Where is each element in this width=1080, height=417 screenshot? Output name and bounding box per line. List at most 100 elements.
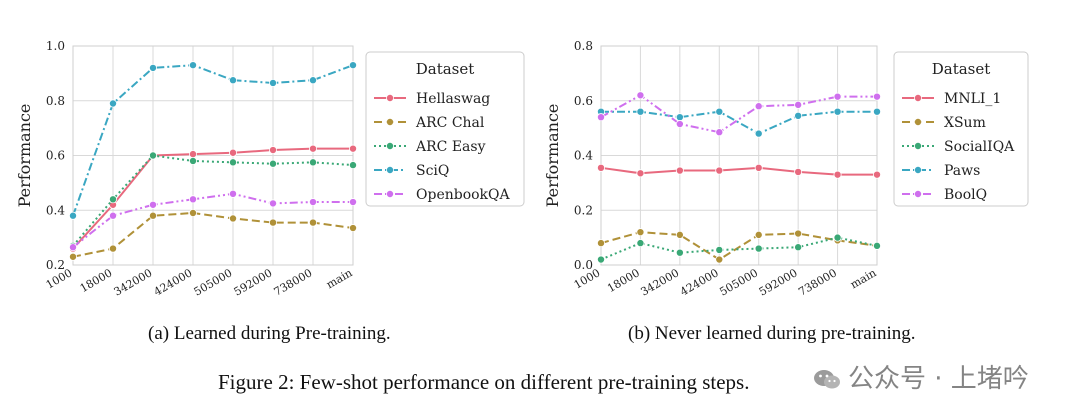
legend-marker: [385, 189, 394, 198]
legend-label: ARC Chal: [415, 115, 485, 131]
y-tick-label: 0.8: [574, 39, 593, 53]
data-point: [833, 107, 842, 116]
x-tick-label: 738000: [796, 266, 839, 298]
x-tick-label: 342000: [112, 266, 155, 298]
data-point: [348, 61, 357, 70]
data-point: [754, 244, 763, 253]
plot-frame: [600, 45, 878, 266]
data-point: [754, 163, 763, 172]
y-tick-label: 0.4: [46, 203, 65, 217]
series-line: [600, 94, 877, 134]
data-point: [348, 224, 357, 233]
series-line: [72, 64, 354, 217]
data-point: [597, 113, 606, 122]
data-point: [675, 113, 684, 122]
wechat-icon: [814, 369, 840, 388]
data-point: [794, 167, 803, 176]
legend-box: [365, 51, 525, 207]
data-point: [754, 230, 763, 239]
data-point: [675, 248, 684, 257]
data-point: [597, 239, 606, 248]
legend-label: Hellaswag: [416, 91, 490, 107]
legend-label: OpenbookQA: [416, 187, 511, 203]
data-point: [148, 211, 157, 220]
data-point: [833, 233, 842, 242]
data-point: [308, 158, 317, 167]
series-line: [600, 236, 878, 261]
data-point: [69, 211, 78, 220]
data-point: [873, 170, 882, 179]
data-point: [228, 189, 237, 198]
data-point: [69, 252, 78, 261]
data-point: [188, 156, 197, 165]
data-point: [675, 120, 684, 129]
plot-frame: [72, 45, 354, 266]
y-axis-label: Performance: [543, 104, 562, 208]
legend-marker: [914, 118, 923, 127]
legend-label: SciQ: [416, 163, 449, 179]
data-point: [308, 76, 317, 85]
subplot-a-caption: (a) Learned during Pre-training.: [148, 323, 391, 344]
data-point: [188, 195, 197, 204]
x-tick-label: 592000: [757, 266, 800, 298]
data-point: [833, 92, 842, 101]
x-tick-label: 738000: [272, 266, 315, 298]
data-point: [794, 243, 803, 252]
data-point: [308, 218, 317, 227]
legend-box: [893, 51, 1029, 207]
legend-marker: [385, 141, 394, 150]
series-boolq: [597, 91, 882, 137]
y-tick-label: 0.6: [46, 149, 65, 163]
data-point: [109, 244, 118, 253]
legend-marker: [385, 94, 394, 103]
y-tick-label: 1.0: [46, 39, 65, 53]
data-point: [794, 100, 803, 109]
x-tick-label: 18000: [605, 266, 642, 295]
data-point: [228, 148, 237, 157]
series-arc-chal: [69, 208, 357, 261]
data-point: [148, 200, 157, 209]
data-point: [754, 129, 763, 138]
series-line: [72, 211, 354, 258]
data-point: [188, 150, 197, 159]
watermark: 公众号 · 上堵吟: [812, 358, 1029, 395]
x-tick-label: 424000: [678, 266, 721, 298]
data-point: [715, 245, 724, 254]
legend-marker: [914, 189, 923, 198]
x-tick-label: main: [324, 266, 354, 291]
data-point: [636, 169, 645, 178]
legend-marker: [914, 165, 923, 174]
data-point: [754, 102, 763, 111]
series-line: [600, 166, 877, 176]
data-point: [636, 228, 645, 237]
legend-marker: [385, 118, 394, 127]
series-socialiqa: [597, 233, 882, 264]
series-line: [72, 147, 353, 250]
y-axis-label: Performance: [15, 104, 34, 208]
data-point: [268, 218, 277, 227]
data-point: [268, 146, 277, 155]
data-point: [148, 63, 157, 72]
data-point: [873, 92, 882, 101]
data-point: [833, 170, 842, 179]
series-openbookqa: [69, 189, 357, 252]
legend-marker: [914, 94, 923, 103]
data-point: [348, 161, 357, 170]
data-point: [69, 243, 78, 252]
data-point: [597, 255, 606, 264]
data-point: [228, 76, 237, 85]
x-tick-label: 505000: [717, 266, 760, 298]
legend-label: BoolQ: [944, 187, 987, 203]
data-point: [228, 214, 237, 223]
data-point: [348, 144, 357, 153]
series-line: [601, 110, 877, 135]
data-point: [308, 144, 317, 153]
data-point: [348, 198, 357, 207]
data-point: [873, 107, 882, 116]
data-point: [715, 166, 724, 175]
legend-label: MNLI_1: [944, 91, 1001, 107]
data-point: [188, 208, 197, 217]
legend-label: SocialIQA: [944, 139, 1015, 155]
